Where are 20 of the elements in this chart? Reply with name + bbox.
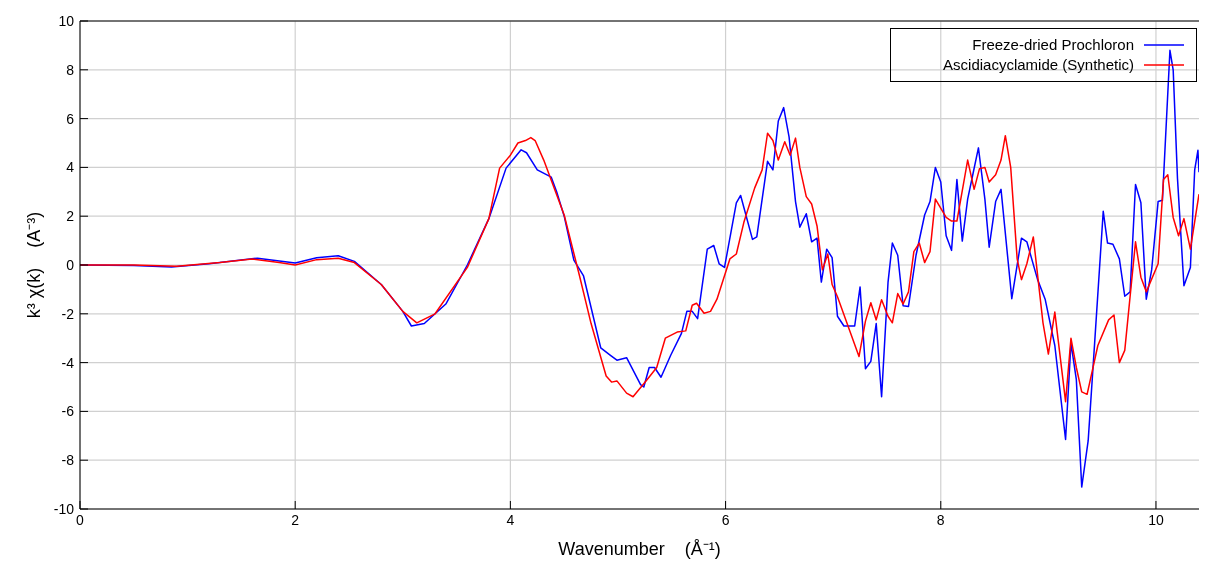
y-tick-label: -6: [61, 403, 75, 420]
y-tick-label: -8: [61, 452, 75, 469]
y-tick-label: -2: [61, 305, 75, 322]
y-tick-label: 0: [66, 256, 75, 273]
y-tick-label: 10: [58, 12, 75, 29]
x-tick-label: 6: [721, 511, 730, 528]
y-tick-label: 2: [66, 208, 75, 225]
legend-label: Ascidiacyclamide (Synthetic): [943, 55, 1134, 75]
y-tick-label: -4: [61, 354, 75, 371]
x-tick-label: 2: [291, 511, 300, 528]
y-tick-label: 8: [66, 61, 75, 78]
y-tick-label: 6: [66, 110, 75, 127]
x-tick-label: 8: [936, 511, 945, 528]
x-tick-label: 10: [1148, 511, 1164, 528]
x-axis-title: Wavenumber (Å⁻¹): [558, 539, 721, 559]
y-axis-title: k³ χ(k) (A⁻³): [24, 211, 44, 319]
y-tick-label: -10: [53, 500, 75, 517]
y-tick-label: 4: [66, 159, 75, 176]
legend-label: Freeze-dried Prochloron: [972, 35, 1134, 55]
x-tick-label: 4: [506, 511, 515, 528]
